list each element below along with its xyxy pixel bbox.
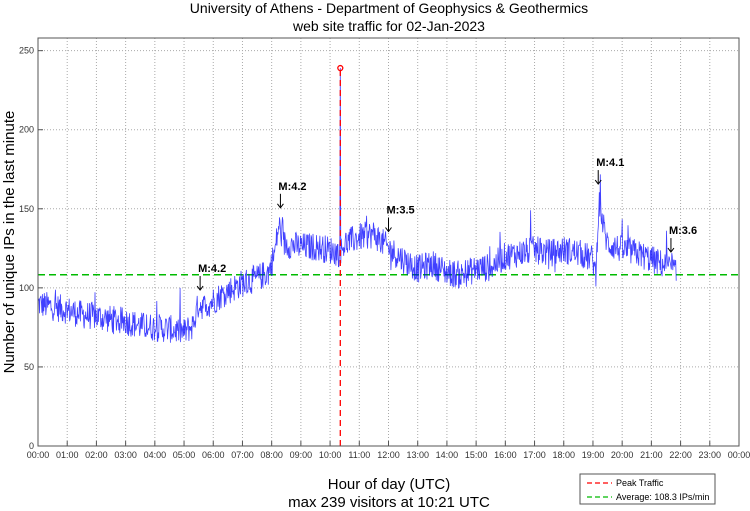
- traffic-series-line: [37, 67, 677, 343]
- earthquake-annotation-label: M:3.6: [669, 225, 697, 237]
- down-arrow-icon: [196, 285, 204, 291]
- x-tick-label: 17:00: [523, 450, 546, 460]
- x-tick-label: 12:00: [377, 450, 400, 460]
- peak-marker: [337, 64, 344, 72]
- legend-box: [579, 473, 716, 505]
- x-tick-label: 02:00: [85, 450, 108, 460]
- down-arrow-icon: [667, 247, 675, 253]
- plot-frame: [37, 37, 740, 447]
- x-tick-label: 20:00: [611, 450, 634, 460]
- x-tick-label: 21:00: [640, 450, 663, 460]
- chart-subtitle: web site traffic for 02-Jan-2023: [292, 18, 485, 34]
- down-arrow-icon: [594, 179, 602, 185]
- legend-peak-label: Peak Traffic: [616, 478, 664, 488]
- y-tick-label: 150: [19, 204, 34, 214]
- earthquake-annotation-label: M:4.2: [198, 263, 226, 275]
- x-tick-label: 11:00: [348, 450, 370, 460]
- y-tick-label: 0: [29, 441, 34, 451]
- y-tick-label: 100: [19, 283, 34, 293]
- y-tick-label: 250: [19, 46, 34, 56]
- y-tick-label: 50: [24, 362, 34, 372]
- annotations: M:4.2 M:4.2 M:3.5 M:4.1 M:3.6: [196, 157, 697, 291]
- down-arrow-icon: [385, 227, 392, 233]
- x-tick-label: 03:00: [114, 450, 137, 460]
- x-tick-label: 14:00: [436, 450, 459, 460]
- x-tick-label: 16:00: [494, 450, 517, 460]
- x-tick-label: 13:00: [406, 450, 429, 460]
- x-tick-label: 06:00: [202, 450, 225, 460]
- x-tick-label: 01:00: [56, 450, 79, 460]
- x-tick-label: 05:00: [173, 450, 196, 460]
- x-tick-label: 19:00: [582, 450, 605, 460]
- x-tick-label: 09:00: [290, 450, 313, 460]
- earthquake-annotation-label: M:3.5: [387, 205, 415, 217]
- x-tick-label: 15:00: [465, 450, 488, 460]
- x-tick-label: 08:00: [260, 450, 283, 460]
- max-visitors-label: max 239 visitors at 10:21 UTC: [288, 494, 490, 511]
- x-tick-label: 07:00: [231, 450, 254, 460]
- y-axis-label: Number of unique IPs in the last minute: [1, 111, 18, 374]
- earthquake-annotation-label: M:4.2: [278, 181, 306, 193]
- legend: Peak Traffic Average: 108.3 IPs/min: [579, 473, 716, 505]
- earthquake-annotation-label: M:4.1: [596, 157, 624, 169]
- x-tick-label: 10:00: [319, 450, 342, 460]
- down-arrow-icon: [277, 203, 284, 209]
- x-tick-label: 22:00: [669, 450, 692, 460]
- y-axis-ticks: 0 50 100 150 200 250: [19, 46, 43, 451]
- legend-average-label: Average: 108.3 IPs/min: [616, 492, 709, 502]
- x-tick-label: 23:00: [699, 450, 722, 460]
- x-axis-ticks: 00:00 01:00 02:00 03:00 04:00 05:00 06:00 07:00…: [27, 441, 750, 460]
- x-tick-label: 04:00: [144, 450, 167, 460]
- chart-title: University of Athens - Department of Geo…: [190, 0, 588, 16]
- x-tick-label: 18:00: [552, 450, 575, 460]
- x-axis-label: Hour of day (UTC): [328, 476, 451, 493]
- y-tick-label: 200: [19, 125, 34, 135]
- x-tick-label: 00:00: [728, 450, 750, 460]
- x-tick-label: 00:00: [27, 450, 50, 460]
